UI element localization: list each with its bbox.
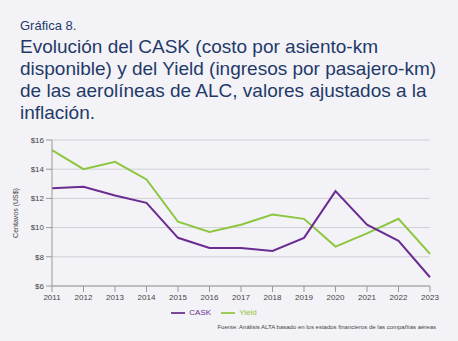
svg-text:2019: 2019 [295,293,313,302]
svg-text:$8: $8 [35,253,44,262]
svg-text:2022: 2022 [390,293,408,302]
svg-text:2013: 2013 [106,293,124,302]
html-text:Fuente: Análisis ALTA basado e: Fuente: Análisis ALTA basado en los esta… [217,324,436,330]
svg-text:2011: 2011 [43,293,61,302]
svg-text:2023: 2023 [421,293,439,302]
svg-text:2016: 2016 [201,293,219,302]
html-text:Gráfica 8.: Gráfica 8. [20,18,77,33]
svg-text:$12: $12 [31,194,45,203]
svg-text:2014: 2014 [138,293,156,302]
svg-text:$10: $10 [31,223,45,232]
svg-text:2012: 2012 [75,293,93,302]
svg-text:$14: $14 [31,165,45,174]
svg-text:2021: 2021 [358,293,376,302]
svg-text:Centavos (US$): Centavos (US$) [12,188,20,238]
svg-text:$16: $16 [31,136,45,145]
svg-text:2020: 2020 [327,293,345,302]
svg-text:2018: 2018 [264,293,282,302]
html-text:CASK: CASK [189,308,212,318]
svg-text:2015: 2015 [169,293,187,302]
html-text:Evolución del CASK (costo por: Evolución del CASK (costo por asiento-km… [20,36,437,123]
svg-text:2017: 2017 [232,293,250,302]
html-text:Yield: Yield [239,308,257,318]
svg-text:$6: $6 [35,282,44,291]
